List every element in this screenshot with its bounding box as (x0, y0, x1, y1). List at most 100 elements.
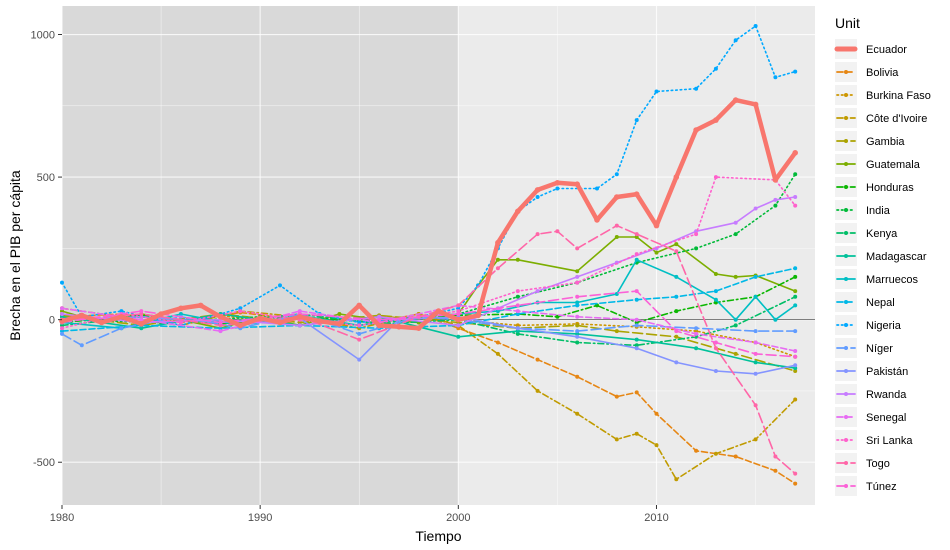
legend-label: Pakistán (866, 366, 908, 378)
data-point (118, 314, 125, 320)
data-point (753, 351, 758, 356)
data-point (634, 252, 639, 257)
data-point (773, 197, 778, 202)
data-point (753, 360, 758, 365)
y-tick-label: 0 (49, 315, 55, 327)
data-point (792, 150, 798, 156)
legend: Unit Ecuador Bolivia Burkina Faso Côte d'Iv… (833, 8, 945, 500)
data-point (535, 388, 540, 393)
legend-label: Bolivia (866, 67, 899, 79)
data-point (495, 340, 500, 345)
series-line (61, 196, 797, 327)
data-point (634, 343, 639, 348)
data-point (495, 257, 500, 262)
data-point (357, 331, 362, 336)
data-point (377, 317, 382, 322)
legend-label: Senegal (866, 412, 906, 424)
data-point (654, 411, 659, 416)
y-tick-label: -500 (33, 457, 55, 469)
data-point (694, 246, 699, 251)
data-point (495, 351, 500, 356)
data-point (575, 300, 580, 305)
data-point (60, 314, 64, 319)
data-point (435, 308, 442, 314)
data-point (772, 177, 779, 183)
data-point (218, 329, 223, 334)
data-point (357, 337, 362, 342)
data-point (733, 38, 738, 43)
data-point (535, 357, 540, 362)
x-axis-title: Tiempo (415, 528, 461, 544)
data-point (793, 369, 798, 373)
data-point (694, 346, 699, 351)
data-point (614, 394, 619, 399)
data-point (753, 340, 758, 345)
data-point (575, 334, 580, 339)
data-point (753, 403, 758, 408)
data-point (753, 437, 758, 442)
axis-layer: 1980 1990 2000 2010 -500 0 500 1000 (31, 30, 669, 524)
legend-item: Marruecos (835, 269, 918, 289)
data-point (773, 317, 778, 322)
data-point (515, 309, 520, 314)
data-point (515, 323, 520, 328)
data-point (495, 266, 500, 271)
data-point (673, 174, 680, 180)
data-point (59, 318, 65, 324)
data-point (575, 294, 580, 299)
data-point (555, 314, 560, 319)
data-point (138, 321, 145, 327)
data-point (674, 242, 679, 247)
series-line (61, 304, 797, 352)
legend-key-point (844, 438, 848, 442)
legend-key-point (844, 93, 848, 97)
data-point (634, 346, 639, 351)
series-nigeria (60, 24, 798, 328)
data-point (515, 331, 520, 336)
data-point (634, 257, 639, 262)
series-line (61, 224, 797, 475)
data-point (793, 349, 798, 353)
data-point (357, 323, 362, 328)
data-point (753, 274, 758, 279)
data-point (732, 97, 739, 103)
legend-item: Togo (835, 453, 890, 473)
data-point (614, 437, 619, 442)
data-point (633, 191, 640, 197)
legend-key-point (844, 484, 848, 488)
data-point (495, 309, 500, 314)
data-point (713, 289, 718, 294)
x-tick-label: 2000 (446, 512, 470, 524)
data-point (535, 195, 540, 199)
data-point (456, 334, 461, 339)
data-point (218, 320, 223, 325)
data-point (595, 186, 599, 191)
data-point (139, 312, 144, 316)
data-point (515, 312, 520, 316)
data-point (694, 86, 699, 91)
data-point (713, 66, 718, 71)
data-point (793, 363, 798, 368)
data-point (60, 309, 64, 314)
data-point (158, 311, 164, 317)
data-point (535, 232, 540, 237)
data-point (713, 297, 718, 302)
x-tick-label: 1990 (248, 512, 272, 524)
data-point (356, 302, 363, 309)
data-point (752, 101, 759, 108)
legend-item: Rwanda (835, 384, 907, 404)
data-point (139, 317, 144, 322)
legend-key-point (844, 139, 848, 143)
legend-key-point (844, 323, 848, 327)
data-point (713, 272, 718, 276)
data-point (60, 306, 64, 311)
data-point (515, 303, 520, 308)
legend-key-point (844, 415, 848, 419)
y-tick-label: 500 (37, 172, 55, 184)
data-point (634, 323, 639, 328)
legend-label: Ecuador (866, 44, 907, 56)
legend-item: Burkina Faso (835, 85, 931, 105)
legend-key-point (844, 300, 848, 304)
legend-item: Nigeria (835, 315, 902, 335)
